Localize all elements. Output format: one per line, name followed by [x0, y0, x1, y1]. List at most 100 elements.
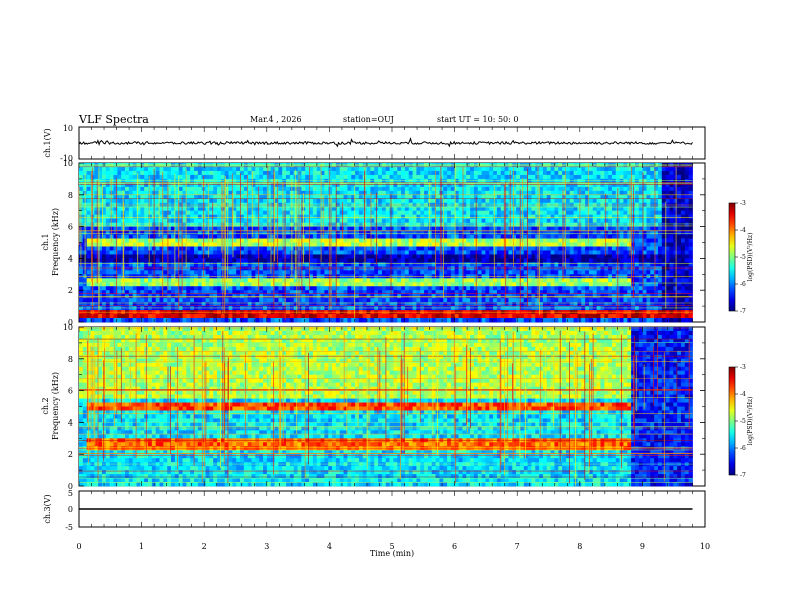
spectrogram-cell [493, 214, 498, 220]
spectrogram-cell [370, 286, 375, 291]
spectrogram-cell [381, 250, 387, 255]
spectrogram-cell [243, 198, 249, 204]
spectrogram-cell [109, 314, 114, 319]
spectrogram-cell [412, 286, 417, 291]
spectrogram-cell [420, 174, 425, 180]
spectrogram-cell [531, 194, 536, 200]
spectrogram-cell [209, 238, 214, 243]
spectrogram-cell [516, 178, 521, 184]
spectrogram-cell [167, 174, 172, 180]
spectrogram-cell [125, 246, 130, 251]
spectrogram-cell [240, 290, 245, 295]
spectrogram-cell [493, 186, 498, 192]
spectrogram-cell [427, 282, 433, 287]
spectrogram-cell [450, 170, 456, 176]
spectrogram-cell [416, 166, 421, 172]
spectrogram-cell [489, 230, 494, 235]
spectrogram-cell [259, 298, 264, 303]
spectrogram-cell [493, 318, 498, 323]
spectrogram-cell [539, 190, 544, 196]
spectrogram-cell [243, 238, 249, 243]
spectrogram-cell [470, 258, 475, 263]
spectrogram-cell [309, 214, 314, 220]
spectrogram-cell [358, 226, 364, 231]
spectrogram-cell [401, 270, 406, 275]
spectrogram-cell [500, 182, 505, 188]
spectrogram-cell [266, 314, 272, 319]
spectrogram-cell [546, 246, 552, 251]
spectrogram-cell [148, 258, 153, 263]
spectrogram-cell [496, 218, 502, 224]
spectrogram-cell [297, 234, 302, 239]
spectrogram-cell [370, 170, 375, 176]
spectrogram-cell [439, 278, 444, 283]
spectrogram-cell [374, 290, 379, 295]
spectrogram-cell [347, 270, 352, 275]
spectrogram-cell [259, 174, 264, 180]
spectrogram-cell [328, 318, 333, 323]
spectrogram-cell [140, 166, 145, 172]
spectrogram-cell [228, 170, 233, 176]
spectrogram-cell [266, 218, 272, 224]
spectrogram-cell [205, 230, 210, 235]
spectrogram-cell [374, 314, 379, 319]
spectrogram-cell [370, 278, 375, 283]
spectrogram-cell [496, 210, 502, 216]
spectrogram-cell [389, 258, 394, 263]
spectrogram-cell [163, 174, 168, 180]
spectrogram-cell [113, 258, 118, 263]
spectrogram-cell [155, 174, 160, 180]
spectrogram-cell [209, 286, 214, 291]
spectrogram-cell [266, 206, 272, 212]
spectrogram-cell [473, 170, 479, 176]
spectrogram-cell [240, 174, 245, 180]
spectrogram-cell [404, 298, 410, 303]
spectrogram-cell [140, 290, 145, 295]
spectrogram-cell [201, 278, 206, 283]
spectrogram-cell [113, 242, 118, 247]
spectrogram-cell [251, 242, 256, 247]
spectrogram-cell [477, 298, 482, 303]
spectrogram-cell [424, 226, 429, 231]
spectrogram-cell [416, 250, 421, 255]
spectrogram-cell [378, 258, 383, 263]
spectrogram-cell [512, 238, 517, 243]
spectrogram-cell [470, 166, 475, 172]
spectrogram-cell [282, 170, 287, 176]
spectrogram-cell [136, 194, 141, 200]
spectrogram-cell [224, 226, 229, 231]
spectrogram-cell [132, 266, 137, 271]
spectrogram-cell [312, 290, 318, 295]
spectrogram-cell [443, 170, 448, 176]
spectrogram-cell [128, 166, 134, 172]
spectrogram-cell [125, 226, 130, 231]
spectrogram-cell [381, 278, 387, 283]
spectrogram-cell [140, 286, 145, 291]
spectrogram-cell [228, 210, 233, 216]
spectrogram-cell [358, 298, 364, 303]
spectrogram-cell [259, 282, 264, 287]
spectrogram-cell [516, 198, 521, 204]
spectrogram-cell [343, 298, 348, 303]
spectrogram-cell [427, 314, 433, 319]
spectrogram-cell [182, 302, 187, 307]
spectrogram-cell [447, 318, 452, 323]
spectrogram-cell [519, 250, 525, 255]
spectrogram-cell [496, 178, 502, 184]
spectrogram-cell [443, 166, 448, 172]
spectrogram-cell [144, 174, 149, 180]
spectrogram-cell [209, 222, 214, 228]
spectrogram-cell [320, 282, 325, 287]
spectrogram-cell [213, 238, 218, 243]
spectrogram-cell [412, 242, 417, 247]
spectrogram-cell [470, 222, 475, 228]
spectrogram-cell [500, 314, 505, 319]
spectrogram-cell [255, 246, 260, 251]
spectrogram-cell [408, 214, 413, 220]
spectrogram-cell [470, 170, 475, 176]
spectrogram-cell [289, 174, 295, 180]
spectrogram-cell [504, 234, 509, 239]
spectrogram-cell [328, 222, 333, 228]
spectrogram-cell [347, 262, 352, 267]
spectrogram-cell [481, 198, 486, 204]
